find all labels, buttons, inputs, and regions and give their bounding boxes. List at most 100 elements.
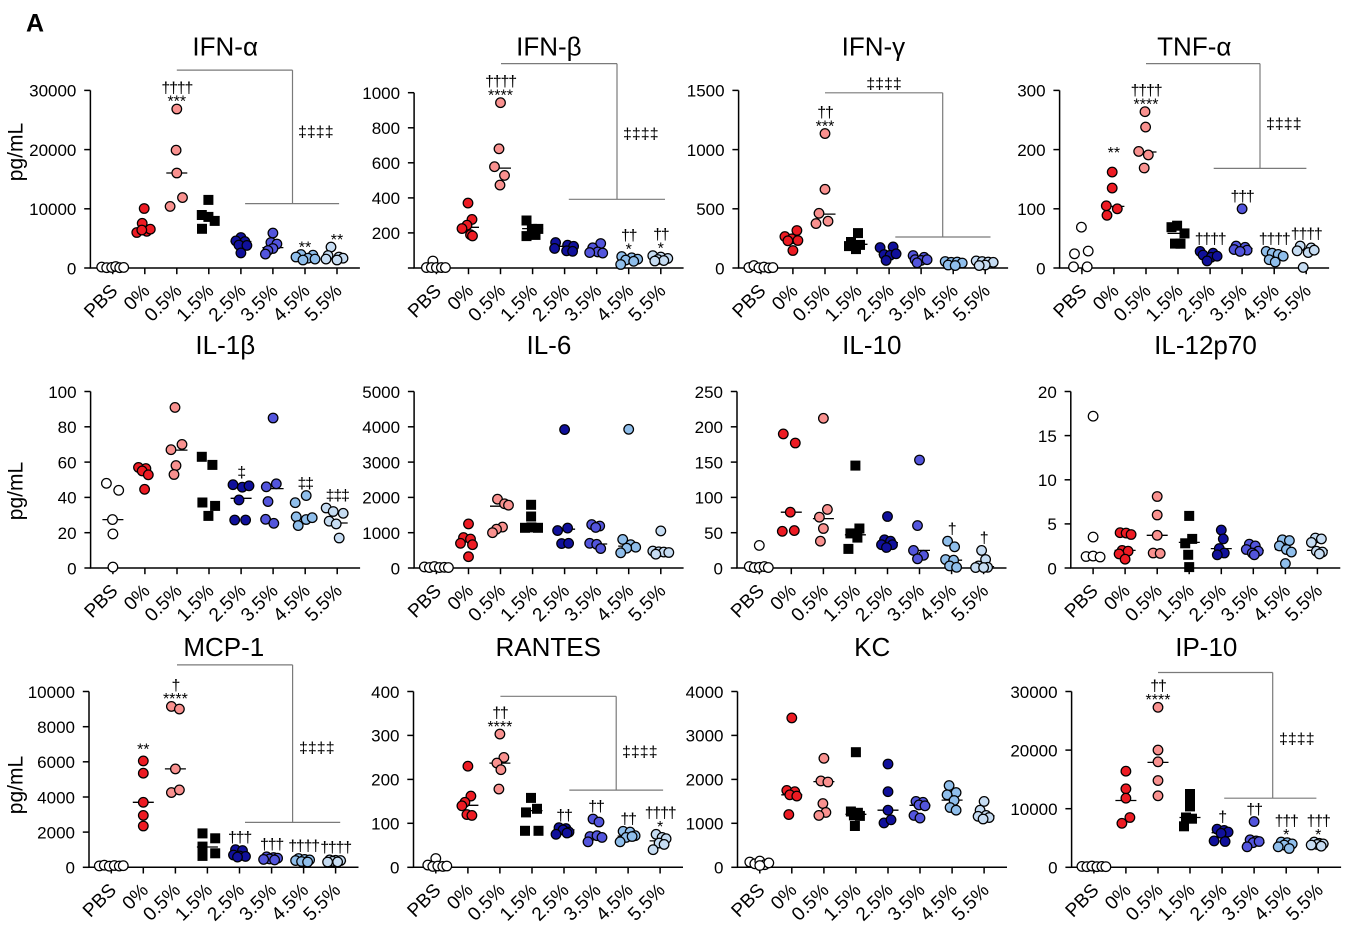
svg-text:****: **** — [163, 691, 188, 708]
svg-text:15: 15 — [1038, 427, 1057, 446]
svg-text:20000: 20000 — [1010, 741, 1057, 760]
svg-text:200: 200 — [695, 418, 723, 437]
svg-text:††††: †††† — [645, 805, 676, 822]
svg-text:‡: ‡ — [237, 464, 245, 481]
svg-text:30000: 30000 — [1010, 683, 1057, 702]
svg-text:4000: 4000 — [362, 418, 400, 437]
svg-text:MCP-1: MCP-1 — [183, 632, 264, 662]
svg-text:5000: 5000 — [362, 383, 400, 402]
svg-text:††: †† — [1150, 678, 1166, 695]
svg-text:†: † — [1218, 809, 1226, 826]
svg-text:0: 0 — [714, 559, 723, 578]
svg-text:10000: 10000 — [28, 683, 75, 702]
svg-text:*: * — [1283, 827, 1289, 844]
svg-text:**: ** — [299, 239, 311, 256]
svg-text:****: **** — [1146, 692, 1171, 709]
svg-text:††††: †††† — [288, 838, 319, 855]
svg-text:*: * — [626, 241, 632, 258]
svg-text:4000: 4000 — [686, 683, 724, 702]
svg-text:pg/mL: pg/mL — [5, 756, 28, 814]
svg-text:800: 800 — [372, 119, 400, 138]
svg-text:††: †† — [588, 799, 604, 816]
svg-text:IP-10: IP-10 — [1175, 632, 1237, 662]
svg-text:IFN-β: IFN-β — [516, 32, 582, 62]
svg-text:IL-10: IL-10 — [842, 330, 901, 360]
svg-text:†: † — [172, 677, 180, 694]
svg-text:TNF-α: TNF-α — [1157, 32, 1231, 62]
svg-text:300: 300 — [371, 727, 399, 746]
svg-text:‡‡‡: ‡‡‡ — [326, 488, 349, 505]
svg-text:****: **** — [487, 719, 512, 736]
svg-text:0: 0 — [714, 859, 723, 878]
svg-text:††††: †††† — [1195, 231, 1226, 248]
svg-text:*: * — [658, 240, 664, 257]
svg-text:A: A — [26, 10, 44, 38]
svg-text:†††: ††† — [1307, 813, 1330, 830]
svg-text:†: † — [948, 521, 956, 538]
svg-text:**: ** — [137, 742, 149, 759]
svg-text:20: 20 — [58, 524, 77, 543]
svg-text:600: 600 — [372, 154, 400, 173]
svg-text:0: 0 — [67, 559, 76, 578]
svg-text:80: 80 — [58, 418, 77, 437]
svg-text:0: 0 — [1047, 559, 1056, 578]
svg-text:†: † — [980, 530, 988, 547]
svg-text:30000: 30000 — [29, 82, 76, 101]
svg-text:††††: †††† — [1291, 226, 1322, 243]
svg-text:‡‡‡‡: ‡‡‡‡ — [622, 744, 658, 761]
svg-text:IFN-α: IFN-α — [192, 32, 258, 62]
svg-text:†††: ††† — [1231, 189, 1254, 206]
svg-text:****: **** — [1134, 96, 1159, 113]
svg-text:††: †† — [492, 705, 508, 722]
svg-text:0: 0 — [66, 859, 75, 878]
svg-text:50: 50 — [704, 524, 723, 543]
svg-text:††: †† — [556, 807, 572, 824]
svg-text:400: 400 — [372, 189, 400, 208]
svg-text:‡‡‡‡: ‡‡‡‡ — [866, 76, 902, 93]
svg-text:†††: ††† — [1275, 813, 1298, 830]
svg-text:100: 100 — [1017, 200, 1045, 219]
svg-text:††: †† — [621, 228, 637, 245]
svg-text:‡‡‡‡: ‡‡‡‡ — [299, 740, 335, 757]
svg-text:200: 200 — [372, 224, 400, 243]
svg-text:500: 500 — [696, 200, 724, 219]
svg-text:*: * — [657, 819, 663, 836]
svg-text:IL-6: IL-6 — [526, 330, 571, 360]
svg-text:††††: †††† — [161, 80, 192, 97]
svg-text:**: ** — [331, 232, 343, 249]
svg-text:100: 100 — [695, 489, 723, 508]
svg-text:RANTES: RANTES — [495, 632, 600, 662]
svg-text:††††: †††† — [320, 840, 351, 857]
svg-text:3000: 3000 — [686, 727, 724, 746]
svg-text:***: *** — [816, 118, 835, 135]
svg-text:200: 200 — [1017, 141, 1045, 160]
svg-text:‡‡‡‡: ‡‡‡‡ — [623, 126, 659, 143]
svg-text:†††: ††† — [260, 837, 283, 854]
svg-text:0: 0 — [715, 259, 724, 278]
svg-text:0: 0 — [1036, 259, 1045, 278]
svg-text:300: 300 — [1017, 82, 1045, 101]
svg-text:††: †† — [653, 227, 669, 244]
svg-text:1000: 1000 — [686, 815, 724, 834]
svg-text:1000: 1000 — [687, 141, 725, 160]
svg-text:0: 0 — [390, 859, 399, 878]
svg-text:20: 20 — [1038, 383, 1057, 402]
svg-text:10000: 10000 — [1010, 800, 1057, 819]
svg-text:††: †† — [817, 105, 833, 122]
svg-text:2000: 2000 — [362, 489, 400, 508]
svg-text:8000: 8000 — [37, 718, 75, 737]
svg-text:4000: 4000 — [37, 788, 75, 807]
svg-text:IL-1β: IL-1β — [195, 330, 255, 360]
svg-text:2000: 2000 — [37, 823, 75, 842]
svg-text:5: 5 — [1047, 515, 1056, 534]
svg-text:250: 250 — [695, 383, 723, 402]
svg-text:*: * — [1315, 827, 1321, 844]
svg-text:0: 0 — [1048, 859, 1057, 878]
svg-text:40: 40 — [58, 489, 77, 508]
svg-text:†††: ††† — [228, 829, 251, 846]
svg-text:‡‡‡‡: ‡‡‡‡ — [298, 124, 334, 141]
svg-text:10000: 10000 — [29, 200, 76, 219]
svg-text:‡‡‡‡: ‡‡‡‡ — [1279, 731, 1315, 748]
svg-text:1000: 1000 — [362, 524, 400, 543]
svg-text:††: †† — [1246, 801, 1262, 818]
